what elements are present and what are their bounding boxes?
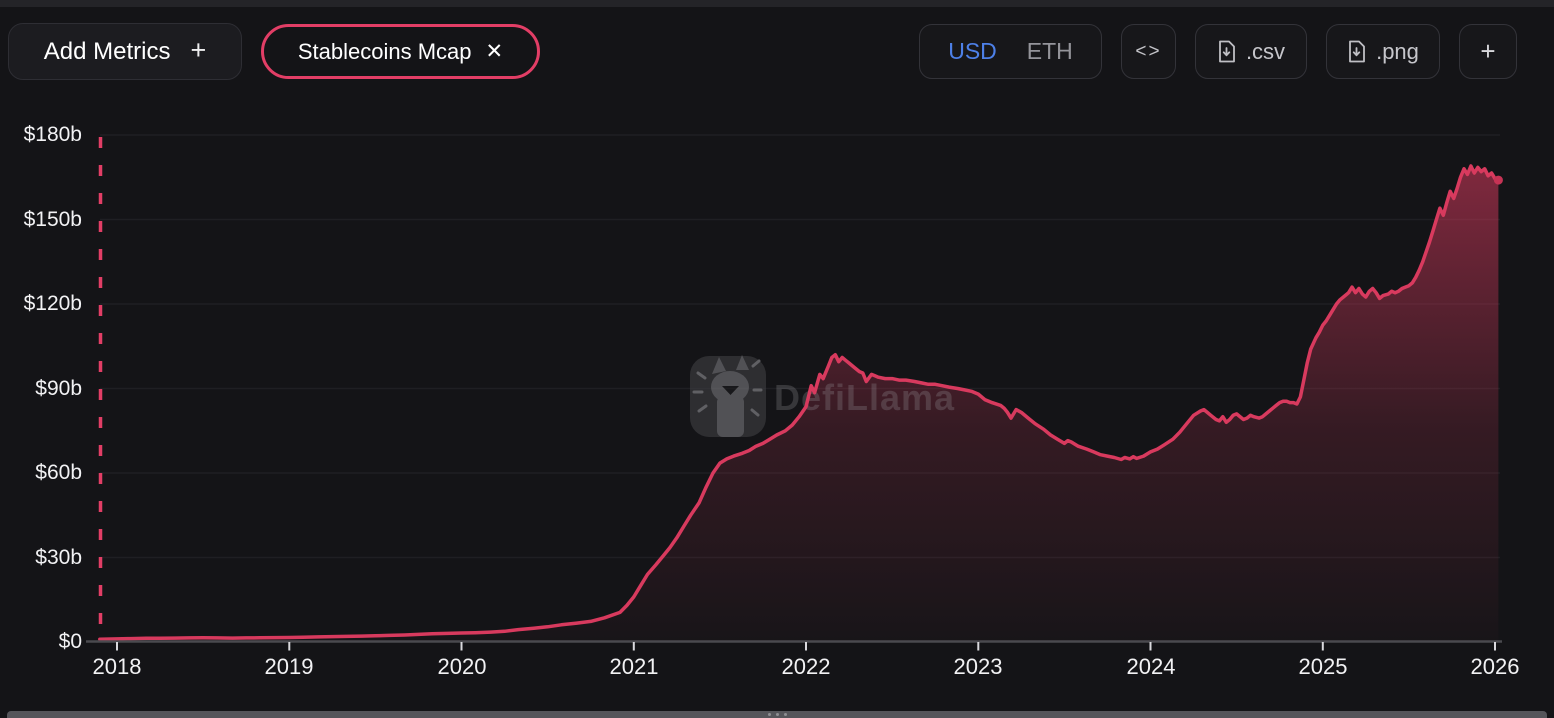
add-metrics-label: Add Metrics (43, 37, 171, 65)
defillama-logo-icon (690, 355, 766, 437)
plus-icon: + (1480, 36, 1496, 66)
x-axis-ticks-group (116, 642, 1496, 651)
plus-icon: + (190, 35, 207, 65)
download-csv-button[interactable]: .csv (1195, 24, 1307, 79)
embed-code-button[interactable]: <> (1121, 24, 1176, 79)
csv-label: .csv (1245, 38, 1286, 64)
topbar-edge (0, 0, 1554, 7)
last-point-dot (1493, 175, 1503, 185)
currency-toggle[interactable]: USD ETH (919, 24, 1102, 79)
horizontal-scrollbar[interactable] (7, 711, 1547, 718)
metric-pill-stablecoins-mcap[interactable]: Stablecoins Mcap ✕ (261, 24, 540, 79)
area-fill (99, 166, 1499, 642)
file-download-icon (1219, 40, 1235, 63)
add-chart-button[interactable]: + (1459, 24, 1517, 79)
metric-pill-label: Stablecoins Mcap (297, 38, 472, 64)
file-download-icon (1349, 40, 1365, 63)
download-png-button[interactable]: .png (1326, 24, 1440, 79)
scrollbar-grip-icon[interactable] (767, 713, 787, 716)
code-brackets-icon: <> (1135, 40, 1162, 62)
currency-usd-button[interactable]: USD (948, 38, 997, 64)
currency-eth-button[interactable]: ETH (1026, 38, 1073, 64)
add-metrics-button[interactable]: Add Metrics + (8, 23, 242, 80)
png-label: .png (1376, 38, 1419, 64)
mcap-line (98, 164, 1501, 641)
close-icon[interactable]: ✕ (485, 40, 504, 63)
